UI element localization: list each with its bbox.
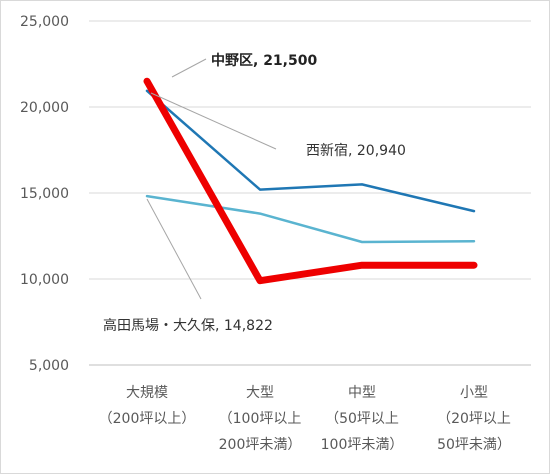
x-tick-label: 大規模 <box>126 385 168 401</box>
annotation-leader <box>146 198 202 300</box>
x-tick-label: （20坪以上 <box>437 411 511 427</box>
series-line <box>145 89 476 213</box>
x-tick-label: 中型 <box>348 385 376 401</box>
annotation-leader <box>150 92 277 150</box>
series-line <box>145 194 476 244</box>
x-tick-label: （200坪以上） <box>99 411 196 427</box>
x-tick-label: 200坪未満） <box>219 437 302 453</box>
y-tick-label: 15,000 <box>20 186 69 202</box>
x-tick-label: 大型 <box>246 385 274 401</box>
y-tick-label: 20,000 <box>20 100 69 116</box>
data-label: 西新宿, 20,940 <box>306 142 406 159</box>
x-tick-label: （100坪以上 <box>219 411 302 427</box>
series-line <box>143 77 478 285</box>
data-label: 高田馬場・大久保, 14,822 <box>103 317 273 334</box>
x-tick-label: 小型 <box>460 385 488 401</box>
x-tick-label: 100坪未満） <box>321 437 404 453</box>
annotation-leader <box>171 58 207 78</box>
x-tick-label: 50坪未満） <box>437 437 511 453</box>
y-tick-label: 10,000 <box>20 272 69 288</box>
y-tick-label: 5,000 <box>29 358 69 374</box>
y-tick-label: 25,000 <box>20 14 69 30</box>
data-label: 中野区, 21,500 <box>211 52 317 69</box>
x-tick-label: （50坪以上 <box>325 411 399 427</box>
